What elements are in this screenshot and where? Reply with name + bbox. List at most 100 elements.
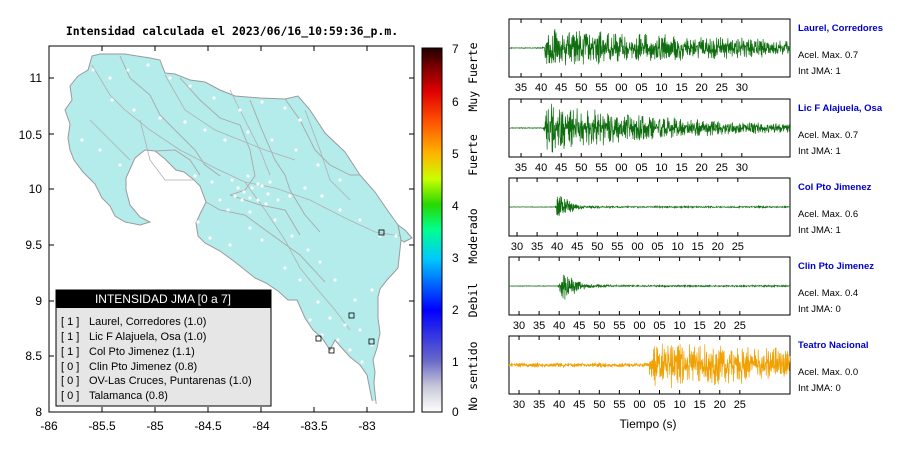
station-dot [118, 163, 122, 167]
station-dot [108, 76, 112, 80]
colorbar-category: Muy Fuerte [466, 42, 480, 111]
station-jma: Int JMA: 1 [798, 146, 841, 157]
station-dot [360, 360, 364, 364]
station-dot [338, 208, 342, 212]
waveform-tick-label: 15 [675, 82, 687, 94]
station-dot [228, 243, 232, 247]
station-dot [318, 260, 322, 264]
waveform-panel: 30 35 40 45 50 55 00 05 10 15 20 25 Col Pto Jimenez A… [508, 177, 872, 253]
map-ytick: 10 [29, 182, 43, 196]
waveform-tick-label: 40 [553, 399, 565, 411]
waveform-tick-label: 00 [631, 241, 643, 253]
station-dot [168, 168, 172, 172]
waveform-tick-label: 30 [736, 82, 748, 94]
station-box-col-pto-jimenez [315, 335, 322, 342]
waveform-tick-label: 05 [635, 162, 647, 174]
station-jma: Int JMA: 0 [798, 304, 841, 315]
station-dot [306, 248, 310, 252]
station-jma: Int JMA: 0 [798, 383, 841, 394]
station-dot [358, 328, 362, 332]
map-ytick: 8 [35, 405, 42, 419]
station-dot [336, 338, 340, 342]
station-dot [260, 184, 264, 188]
station-dot [230, 178, 234, 182]
map-xtick: -83.5 [300, 419, 328, 433]
waveform-trace [508, 274, 791, 300]
waveform-tick-label: 20 [696, 162, 708, 174]
station-dot [248, 196, 252, 200]
waveform-tick-label: 55 [613, 320, 625, 332]
station-dot [183, 120, 187, 124]
legend-item-tag: [ 1 ] [61, 316, 79, 328]
intensity-colorbar: 7 6 5 4 3 2 1 0 Muy Fuerte Fuerte Modera… [421, 42, 480, 419]
colorbar-tick: 4 [452, 199, 459, 213]
station-dot [358, 218, 362, 222]
colorbar-tick: 0 [452, 405, 459, 419]
station-dot [333, 278, 337, 282]
waveform-tick-label: 45 [571, 241, 583, 253]
waveform-panel: 30 35 40 45 50 55 00 05 10 15 20 25 Clin Pto Jimenez… [508, 256, 874, 332]
station-dot [248, 210, 252, 214]
waveform-tick-label: 05 [653, 320, 665, 332]
colorbar-tick: 7 [452, 42, 459, 56]
map-ytick: 10.5 [19, 128, 43, 142]
station-dot [264, 202, 268, 206]
colorbar-category: Moderado [466, 208, 480, 263]
station-dot [343, 323, 347, 327]
waveform-tick-label: 10 [671, 241, 683, 253]
map-ytick: 9 [35, 294, 42, 308]
station-accel: Acel. Max. 0.4 [798, 288, 858, 299]
station-box-laurel [368, 338, 375, 345]
legend-item-tag: [ 1 ] [61, 331, 79, 343]
station-dot [256, 182, 260, 186]
station-dot [270, 138, 274, 142]
station-dot [238, 108, 242, 112]
waveform-tick-label: 10 [673, 399, 685, 411]
station-dot [283, 266, 287, 270]
station-dot [193, 174, 197, 178]
waveform-tick-label: 15 [694, 399, 706, 411]
station-name: Lic F Alajuela, Osa [798, 103, 883, 114]
station-dot [210, 180, 214, 184]
waveform-trace [508, 343, 791, 389]
colorbar-tick: 5 [452, 147, 459, 161]
map-ytick: 8.5 [25, 349, 42, 363]
legend-item-tag: [ 0 ] [61, 375, 79, 387]
waveform-tick-label: 55 [595, 82, 607, 94]
station-dot [320, 194, 324, 198]
map-xtick: -83 [358, 419, 376, 433]
legend-header [56, 290, 271, 308]
map-xtick: -85.5 [88, 419, 116, 433]
station-dot [370, 288, 374, 292]
station-box-talamanca [378, 229, 385, 236]
waveform-tick-label: 55 [613, 399, 625, 411]
waveform-tick-label: 50 [593, 320, 605, 332]
waveform-tick-label: 45 [573, 399, 585, 411]
station-accel: Acel. Max. 0.0 [798, 367, 858, 378]
waveform-tick-label: 15 [675, 162, 687, 174]
colorbar-gradient [421, 47, 443, 413]
legend-item-tag: [ 1 ] [61, 346, 79, 358]
station-name: Laurel, Corredores [798, 23, 883, 34]
waveform-trace [508, 103, 791, 153]
station-dot [226, 208, 230, 212]
legend-item-label: Clin Pto Jimenez (0.8) [89, 361, 197, 373]
station-dot [196, 220, 200, 224]
colorbar-category: No sentido [466, 341, 480, 410]
station-dot [294, 148, 298, 152]
station-dot [248, 226, 252, 230]
station-dot [276, 198, 280, 202]
legend-item-label: Talamanca (0.8) [89, 390, 168, 402]
map-ytick: 11 [30, 71, 43, 85]
legend-title: INTENSIDAD JMA [0 a 7] [95, 292, 231, 306]
station-dot [138, 194, 142, 198]
station-accel: Acel. Max. 0.6 [798, 209, 858, 220]
station-dot [80, 138, 84, 142]
waveform-panel: 30 35 40 45 50 55 00 05 10 15 20 25 Teatro Nacional A… [508, 335, 869, 411]
waveform-tick-label: 30 [511, 241, 523, 253]
station-dot [158, 116, 162, 120]
station-dot [168, 76, 172, 80]
waveform-tick-label: 45 [573, 320, 585, 332]
station-dot [240, 198, 244, 202]
map-y-axis: 11 10.5 10 9.5 9 8.5 8 [19, 71, 414, 419]
